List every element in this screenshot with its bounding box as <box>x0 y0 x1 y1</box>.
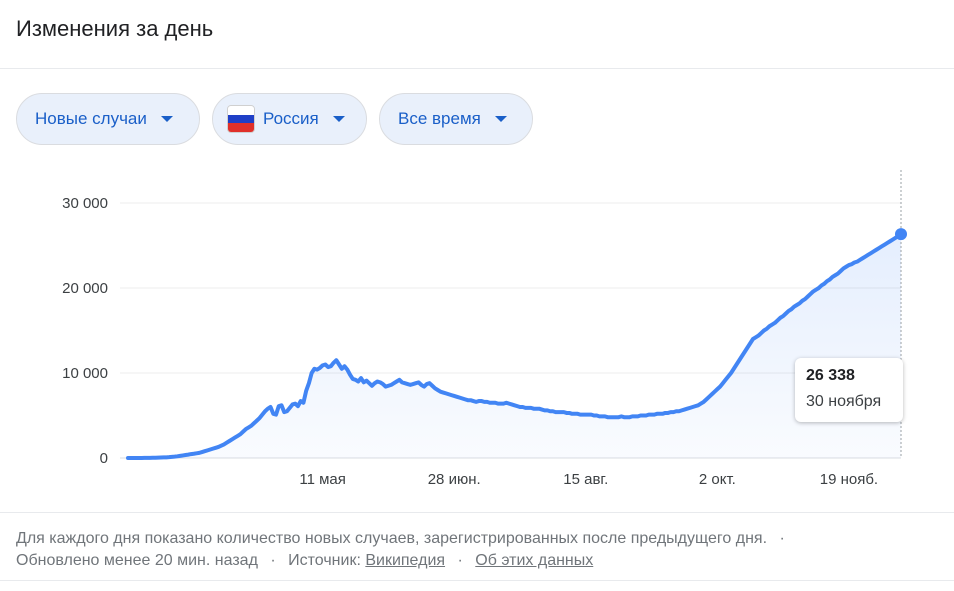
footer-updated: Обновлено менее 20 мин. назад <box>16 552 258 569</box>
header-divider <box>0 68 954 69</box>
footer-separator: · <box>779 530 785 547</box>
series-line <box>126 232 903 460</box>
tooltip-date: 30 ноября <box>806 393 882 410</box>
flag-stripe-red <box>228 123 254 132</box>
y-tick-label: 0 <box>100 450 108 467</box>
y-tick-label: 20 000 <box>62 280 108 297</box>
daily-cases-chart[interactable]: 0 10 000 20 000 30 000 11 мая 28 июн. 15 авг.… <box>0 160 954 500</box>
footer-separator: · <box>270 552 276 569</box>
bottom-divider <box>0 580 954 581</box>
chart-tooltip: 26 338 30 ноября <box>795 358 903 422</box>
period-filter-chip[interactable]: Все время <box>379 93 533 145</box>
caret-down-icon <box>494 116 507 122</box>
footer-description: Для каждого дня показано количество новы… <box>16 530 768 547</box>
y-tick-label: 10 000 <box>62 365 108 382</box>
caret-down-icon <box>160 116 173 122</box>
hover-point[interactable] <box>895 228 907 241</box>
x-tick-label: 15 авг. <box>563 471 608 488</box>
x-tick-label: 11 мая <box>299 471 346 488</box>
country-filter-chip[interactable]: Россия <box>212 93 367 145</box>
flag-stripe-blue <box>228 114 254 124</box>
footer-divider <box>0 512 954 513</box>
country-filter-label: Россия <box>263 109 319 128</box>
wikipedia-link[interactable]: Википедия <box>365 552 446 569</box>
footer-separator: · <box>457 552 463 569</box>
chart-footer: Для каждого дня показано количество новы… <box>16 528 946 572</box>
x-tick-label: 2 окт. <box>699 471 736 488</box>
page-title: Изменения за день <box>16 16 214 41</box>
flag-stripe-white <box>228 106 254 115</box>
x-tick-label: 28 июн. <box>428 471 481 488</box>
about-data-link[interactable]: Об этих данных <box>475 552 594 569</box>
y-tick-label: 30 000 <box>62 195 108 212</box>
metric-filter-label: Новые случаи <box>35 109 147 128</box>
x-tick-label: 19 нояб. <box>820 471 878 488</box>
metric-filter-chip[interactable]: Новые случаи <box>16 93 200 145</box>
russia-flag-icon <box>227 105 255 133</box>
tooltip-value: 26 338 <box>806 367 855 384</box>
period-filter-label: Все время <box>398 109 481 128</box>
footer-source-label: Источник: <box>288 552 361 569</box>
caret-down-icon <box>332 116 345 122</box>
series-area <box>128 234 901 458</box>
